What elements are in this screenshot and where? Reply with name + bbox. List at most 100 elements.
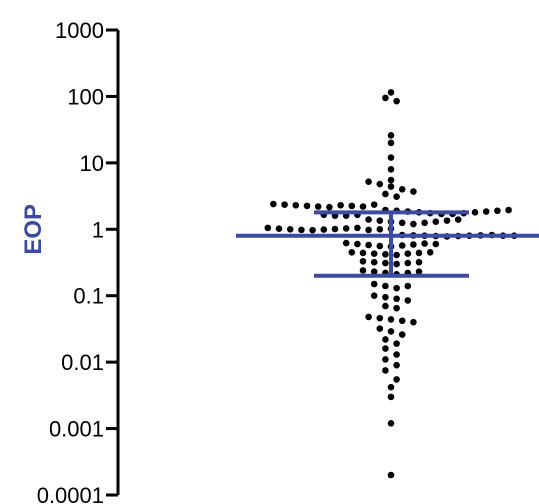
data-point-95: [415, 258, 423, 266]
data-point-53: [298, 226, 305, 234]
data-point-110: [382, 302, 389, 310]
data-point-11: [398, 185, 406, 193]
y-tick-label-4: 0.1: [73, 284, 104, 309]
data-point-96: [359, 267, 367, 274]
y-tick-label-0: 1000: [55, 18, 104, 43]
data-point-12: [410, 188, 417, 195]
data-point-94: [404, 259, 412, 267]
data-point-92: [382, 259, 389, 267]
data-point-102: [370, 280, 378, 288]
data-point-111: [393, 304, 400, 312]
data-point-20: [326, 203, 333, 211]
data-point-19: [314, 203, 322, 210]
y-tick-label-5: 0.01: [61, 350, 104, 375]
data-point-2: [393, 97, 400, 105]
data-point-41: [365, 216, 372, 223]
y-tick-label-2: 10: [80, 151, 104, 176]
data-point-50: [264, 224, 272, 232]
data-point-87: [404, 250, 412, 257]
data-point-89: [426, 249, 434, 256]
data-point-56: [331, 225, 339, 233]
data-point-39: [494, 207, 501, 215]
data-point-93: [393, 260, 400, 268]
data-point-44: [398, 219, 406, 227]
data-point-75: [365, 241, 372, 249]
data-point-38: [482, 208, 490, 215]
data-point-122: [382, 345, 389, 352]
data-point-108: [393, 295, 400, 303]
data-point-40: [505, 206, 512, 214]
data-point-85: [382, 251, 389, 258]
data-point-49: [454, 216, 462, 223]
data-point-57: [342, 225, 350, 232]
y-tick-label-7: 0.0001: [37, 483, 104, 504]
data-point-86: [393, 251, 400, 259]
y-axis-tick-labels: 1000 100 10 1 0.1 0.01 0.001 0.0001: [37, 18, 104, 504]
data-point-123: [393, 351, 400, 358]
data-point-113: [376, 314, 384, 322]
y-axis-ticks: [106, 28, 118, 497]
data-point-109: [404, 297, 412, 304]
data-point-45: [410, 220, 417, 228]
data-point-79: [410, 241, 417, 248]
data-point-46: [421, 219, 428, 227]
data-point-48: [443, 217, 451, 224]
data-point-54: [309, 226, 316, 234]
data-point-80: [421, 240, 428, 247]
data-point-3: [387, 131, 395, 139]
data-point-58: [354, 224, 361, 232]
data-point-21: [337, 201, 344, 209]
data-point-126: [382, 367, 389, 374]
data-point-117: [376, 325, 384, 332]
data-point-10: [387, 183, 395, 190]
data-point-13: [382, 190, 389, 198]
data-point-22: [348, 202, 356, 210]
data-point-37: [471, 209, 479, 216]
data-point-112: [365, 313, 372, 321]
data-point-82: [348, 249, 356, 256]
data-point-116: [410, 318, 417, 326]
data-point-0: [387, 89, 395, 96]
data-point-55: [320, 226, 328, 233]
data-points: [264, 89, 518, 479]
data-point-101: [415, 268, 423, 275]
data-point-5: [387, 154, 395, 161]
data-point-103: [382, 282, 389, 290]
data-point-23: [359, 203, 367, 210]
data-point-18: [303, 202, 311, 210]
data-point-115: [398, 317, 406, 325]
data-point-118: [387, 328, 395, 335]
data-point-107: [382, 293, 389, 301]
data-point-51: [275, 225, 283, 233]
data-point-121: [393, 340, 400, 347]
data-point-76: [376, 242, 384, 250]
data-point-73: [342, 239, 350, 247]
data-point-90: [359, 257, 367, 265]
summary-lines: [236, 210, 539, 278]
data-point-84: [370, 250, 378, 257]
data-point-59: [365, 226, 372, 234]
data-point-8: [365, 178, 372, 186]
data-point-1: [382, 94, 389, 102]
y-tick-label-3: 1: [92, 217, 104, 242]
data-point-129: [387, 393, 395, 401]
data-point-7: [387, 176, 395, 184]
data-point-74: [354, 240, 361, 248]
data-point-6: [387, 165, 395, 173]
data-point-60: [376, 225, 384, 233]
y-tick-label-1: 100: [67, 84, 104, 109]
data-point-124: [382, 356, 389, 363]
data-point-17: [292, 201, 300, 209]
data-point-47: [432, 218, 440, 226]
data-point-106: [370, 292, 378, 300]
data-point-88: [415, 249, 423, 257]
data-point-97: [370, 268, 378, 275]
data-point-120: [382, 336, 389, 343]
data-point-83: [359, 249, 367, 257]
data-point-24: [370, 201, 378, 208]
data-point-104: [393, 284, 400, 292]
data-point-125: [393, 361, 400, 369]
data-point-52: [286, 225, 294, 233]
data-point-130: [387, 420, 395, 427]
data-point-119: [398, 331, 406, 338]
